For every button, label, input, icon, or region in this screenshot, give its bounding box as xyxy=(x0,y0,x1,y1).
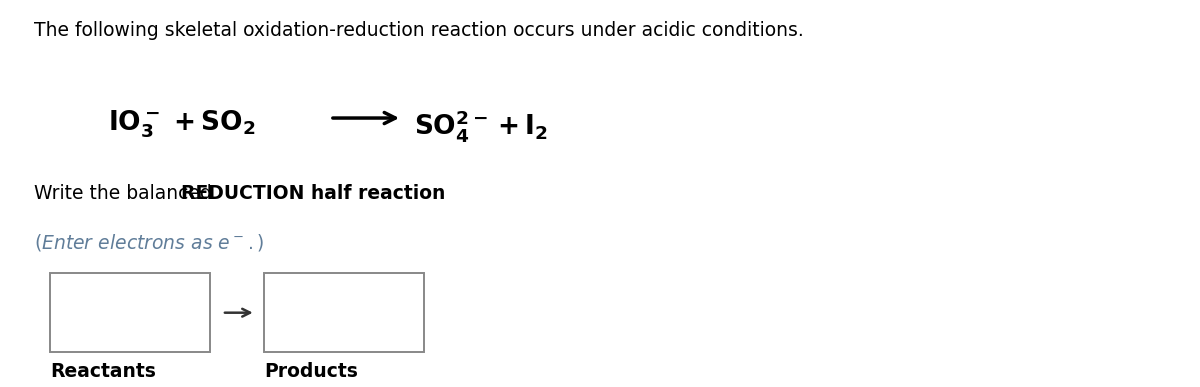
Text: $\mathbf{SO_4^{2-} + I_2}$: $\mathbf{SO_4^{2-} + I_2}$ xyxy=(414,108,547,144)
Text: .: . xyxy=(371,184,377,203)
Text: $\mathbf{IO_3^-}$$\mathbf{\/ + SO_2}$: $\mathbf{IO_3^-}$$\mathbf{\/ + SO_2}$ xyxy=(108,108,256,140)
Text: $(Enter\ electrons\ as\ e^-.)$: $(Enter\ electrons\ as\ e^-.)$ xyxy=(34,232,264,253)
Text: Reactants: Reactants xyxy=(50,362,156,381)
Text: REDUCTION half reaction: REDUCTION half reaction xyxy=(181,184,445,203)
Text: Products: Products xyxy=(264,362,358,381)
Text: The following skeletal oxidation-reduction reaction occurs under acidic conditio: The following skeletal oxidation-reducti… xyxy=(34,21,803,40)
Text: Write the balanced: Write the balanced xyxy=(34,184,217,203)
